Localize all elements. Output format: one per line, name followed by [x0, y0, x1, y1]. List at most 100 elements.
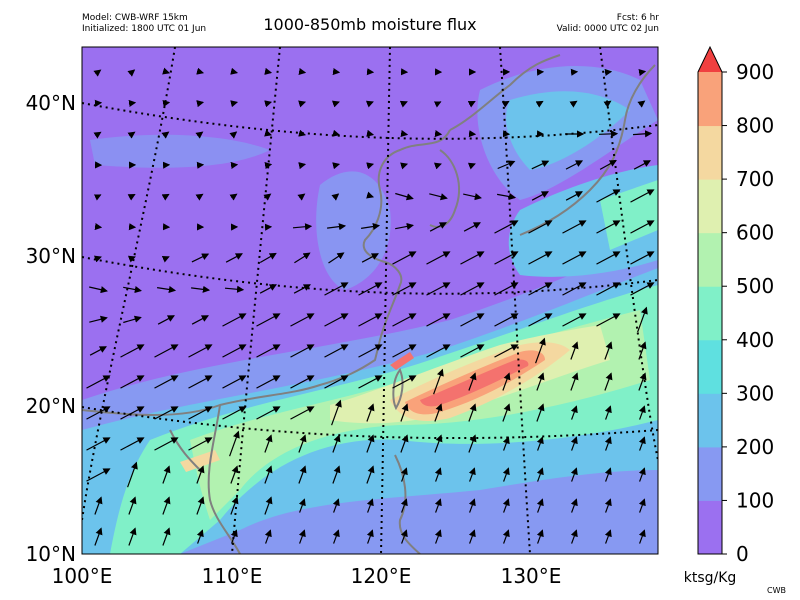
flux-vector	[256, 406, 281, 420]
flux-vector	[120, 344, 145, 358]
flux-vector	[358, 344, 383, 358]
lat-axis: 40°N 30°N 20°N 10°N	[26, 91, 76, 566]
flux-vector	[297, 193, 306, 201]
flux-vector	[468, 498, 476, 513]
flux-vector	[154, 344, 179, 358]
flux-vector	[536, 436, 544, 451]
longitude-line-105e	[82, 47, 176, 521]
colorbar-fills	[698, 47, 722, 555]
coast-china	[82, 129, 451, 416]
valid-line: Valid: 0000 UTC 02 Jun	[556, 24, 659, 34]
flux-vector	[332, 68, 341, 76]
flux-vector	[222, 344, 247, 358]
flux-vector	[86, 468, 111, 482]
colorbar-segment	[698, 125, 722, 180]
colorbar-tick-label: 400	[736, 328, 774, 352]
flux-vector	[94, 527, 103, 546]
colorbar-tick-label: 600	[736, 221, 774, 245]
flux-vector	[562, 282, 587, 296]
flux-vector	[570, 498, 578, 513]
flux-vector	[256, 313, 281, 327]
lat-label-30n: 30°N	[26, 244, 76, 268]
flux-vector	[230, 529, 238, 544]
flux-vector	[196, 161, 205, 169]
flux-vector	[188, 344, 213, 358]
flux-vector	[94, 496, 103, 515]
colorbar-segment	[698, 179, 722, 234]
flux-vector	[630, 251, 655, 265]
flux-vector	[89, 346, 107, 356]
flux-vector	[259, 284, 277, 294]
colorbar-tick-label: 200	[736, 435, 774, 459]
flux-vector	[127, 255, 136, 263]
flux-vector	[494, 313, 519, 327]
flux-vector	[264, 100, 273, 108]
flux-vector	[637, 100, 646, 108]
flux-vector	[298, 129, 307, 137]
flux-vector	[467, 101, 476, 108]
flux-patch-yellow-sea	[316, 171, 391, 290]
flux-vector	[290, 406, 315, 420]
colorbar-unit: ktsg/Kg	[684, 570, 737, 586]
flux-vector	[94, 99, 103, 107]
colorbar-ticks: 900 800 700 600 500 400 300 200 100 0	[722, 60, 774, 566]
flux-vector	[433, 162, 442, 170]
longitude-line-130e	[499, 47, 531, 554]
flux-vector	[188, 375, 213, 389]
flux-vector	[535, 100, 544, 108]
flux-vector	[494, 251, 519, 265]
flux-vector	[633, 160, 651, 170]
flux-vector	[400, 403, 409, 422]
colorbar-tick-label: 100	[736, 488, 774, 512]
flux-vector	[429, 193, 448, 201]
flux-patch-northeast-inner	[506, 91, 630, 170]
map-field	[82, 47, 658, 554]
flux-vector	[434, 467, 442, 482]
flux-vector	[562, 313, 587, 327]
flux-vector	[426, 282, 451, 296]
flux-vector	[89, 286, 108, 294]
flux-vector	[535, 337, 546, 364]
flux-vector	[400, 467, 408, 482]
flux-vector	[434, 529, 442, 544]
flux-vector	[191, 315, 209, 325]
flux-vector	[93, 194, 102, 201]
flux-vector	[120, 437, 145, 451]
flux-vector	[604, 467, 612, 482]
flux-vector	[332, 434, 341, 453]
flux-vector	[191, 253, 210, 263]
flux-vector	[230, 100, 239, 108]
flux-vector	[264, 465, 273, 484]
longitude-line-135e	[599, 47, 658, 461]
flux-vector	[162, 465, 171, 484]
flux-vector	[332, 129, 341, 137]
flux-vector	[366, 129, 375, 137]
flux-vector	[331, 399, 342, 426]
flux-vector	[638, 372, 647, 391]
map-title: 1000-850mb moisture flux	[263, 15, 477, 34]
flux-vector	[154, 406, 179, 420]
flux-vector	[570, 341, 579, 360]
lon-axis: 100°E 110°E 120°E 130°E	[52, 564, 562, 588]
flux-vector	[331, 100, 340, 108]
flux-vector	[264, 161, 273, 170]
model-info: Model: CWB-WRF 15km Initialized: 1800 UTC…	[82, 13, 206, 35]
flux-vector	[191, 285, 211, 293]
flux-vector	[502, 372, 511, 391]
flux-vector	[358, 282, 383, 296]
flux-vector	[536, 403, 545, 422]
flux-vector	[366, 191, 375, 199]
flux-vector	[426, 344, 451, 358]
flux-vector	[429, 222, 447, 232]
flux-vector	[604, 405, 612, 420]
flux-vector	[154, 437, 179, 451]
flux-vector	[264, 129, 273, 137]
flux-vector	[162, 67, 171, 75]
flux-vector	[324, 344, 349, 358]
flux-vector	[392, 282, 417, 296]
flux-vector	[290, 375, 315, 389]
flux-vector	[128, 99, 137, 107]
flux-vector	[596, 251, 621, 265]
flux-vector	[94, 223, 103, 231]
colorbar-tick-label: 700	[736, 167, 774, 191]
